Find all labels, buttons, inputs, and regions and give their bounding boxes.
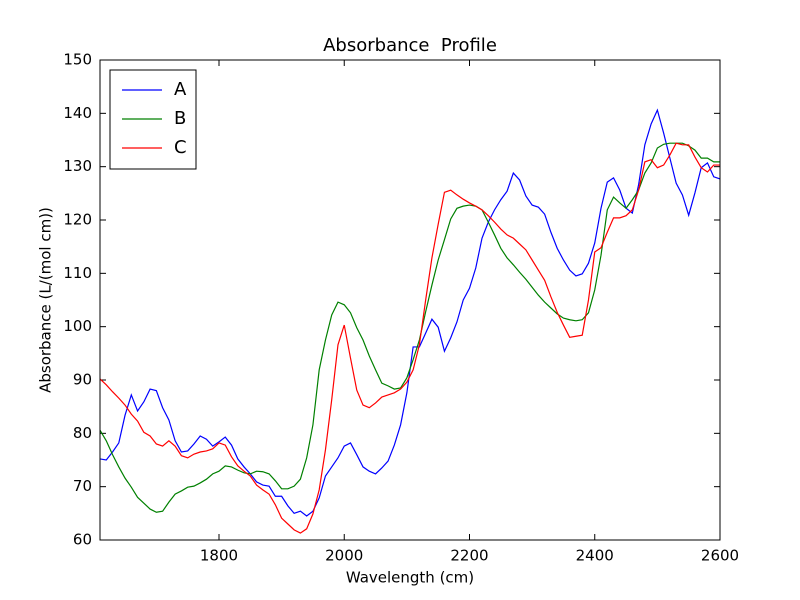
y-tick-label: 120 bbox=[63, 211, 92, 229]
x-tick-label: 2400 bbox=[576, 547, 614, 565]
y-tick-label: 100 bbox=[63, 317, 92, 335]
x-tick-label: 1800 bbox=[200, 547, 238, 565]
chart-title: Absorbance Profile bbox=[323, 35, 497, 56]
y-tick-label: 130 bbox=[63, 157, 92, 175]
data-line bbox=[100, 142, 720, 534]
x-tick-label: 2200 bbox=[450, 547, 488, 565]
legend-label: C bbox=[174, 137, 187, 158]
y-tick-label: 150 bbox=[63, 51, 92, 69]
plot-frame bbox=[99, 59, 721, 541]
y-tick-label: 110 bbox=[63, 264, 92, 282]
x-tick-label: 2600 bbox=[701, 547, 739, 565]
x-tick-label: 2000 bbox=[325, 547, 363, 565]
x-axis-label: Wavelength (cm) bbox=[346, 569, 474, 587]
y-tick-label: 90 bbox=[73, 371, 92, 389]
y-tick-label: 70 bbox=[73, 477, 92, 495]
data-line bbox=[100, 142, 720, 513]
legend-label: A bbox=[174, 79, 187, 100]
y-tick-label: 80 bbox=[73, 424, 92, 442]
y-tick-label: 60 bbox=[73, 531, 92, 549]
legend-label: B bbox=[174, 108, 186, 129]
y-axis-label: Absorbance (L/(mol cm)) bbox=[37, 207, 55, 393]
y-tick-label: 140 bbox=[63, 104, 92, 122]
